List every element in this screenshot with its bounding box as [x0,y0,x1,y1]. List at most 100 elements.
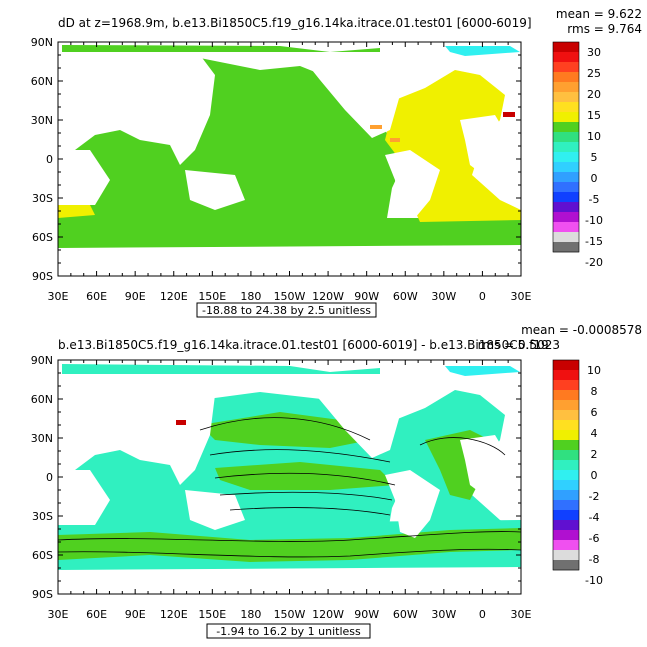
bottom-lon-label: 30E [511,608,532,621]
top-colorbar-label: 0 [591,172,598,185]
bottom-lon-labels: 30E 60E 90E 120E 150E 180 150W 120W 90W … [48,608,532,621]
bottom-colorbar-swatch [553,440,579,451]
top-contour-info-box [196,302,377,318]
top-panel: dD at z=1968.9m, b.e13.Bi1850C5.f19_g16.… [31,7,642,318]
bottom-colorbar-swatch [553,490,579,501]
top-colorbar-label: 10 [587,130,601,143]
bottom-land-asia [58,378,215,485]
bottom-colorbar-label: -4 [589,511,600,524]
bottom-land-samerica [385,470,440,538]
top-colorbar-swatch [553,142,579,153]
bottom-map [57,364,522,570]
bottom-land-namerica [300,378,428,458]
bottom-colorbar-label: -2 [589,490,600,503]
bottom-colorbar-labels: 10 8 6 4 2 0 -2 -4 -6 -8 -10 [585,364,603,587]
bottom-colorbar-label: 0 [591,469,598,482]
bottom-lon-label: 120E [160,608,188,621]
bottom-lat-label: 60S [32,549,53,562]
bottom-land-australia [185,490,245,530]
top-lat-label: 0 [46,153,53,166]
top-lon-label: 30W [431,290,456,303]
top-southern-green [58,212,521,248]
bottom-colorbar-swatch [553,420,579,431]
bottom-colorbar-swatch [553,460,579,471]
bottom-title: b.e13.Bi1850C5.f19_g16.14ka.itrace.01.te… [58,338,549,352]
bottom-colorbar-swatch [553,530,579,541]
bottom-lat-label: 30S [32,510,53,523]
top-colorbar-swatch [553,62,579,73]
top-lon-label: 150E [198,290,226,303]
top-colorbar-swatch [553,162,579,173]
bottom-pacific-green-north [200,412,370,448]
bottom-land-africa [58,470,110,525]
top-colorbar-swatch [553,132,579,143]
top-colorbar-swatch [553,112,579,123]
top-land-namerica [300,55,428,138]
bottom-lat-label: 60N [31,393,53,406]
bottom-colorbar-swatch [553,390,579,401]
top-lat-label: 60N [31,75,53,88]
top-title: dD at z=1968.9m, b.e13.Bi1850C5.f19_g16.… [58,16,532,30]
bottom-colorbar-swatch [553,380,579,391]
bottom-colorbar-swatch [553,450,579,461]
bottom-lat-label: 0 [46,471,53,484]
bottom-pacific-green-eq [215,462,395,490]
bottom-lat-labels: 90N 60N 30N 0 30S 60S 90S [31,354,53,601]
top-colorbar-swatch [553,102,579,113]
top-lat-label: 90N [31,36,53,49]
bottom-mean-label: mean = -0.0008578 [521,323,642,337]
top-colorbar-label: -20 [585,256,603,269]
top-lon-labels: 30E 60E 90E 120E 150E 180 150W 120W 90W … [48,290,532,303]
bottom-contour-info: -1.94 to 16.2 by 1 unitless [216,625,361,638]
top-colorbar-swatch [553,242,579,253]
bottom-lat-label: 90N [31,354,53,367]
bottom-rms-label: rms = 0.5023 [478,338,560,352]
bottom-contour-info-box [206,623,371,639]
bottom-colorbar-swatch [553,360,579,371]
top-lon-label: 60E [86,290,107,303]
bottom-colorbar-swatch [553,410,579,421]
top-lat-label: 30N [31,114,53,127]
top-spot-orange2 [390,138,400,142]
top-colorbar-swatch [553,232,579,243]
bottom-colorbar [552,359,580,571]
bottom-contour-line [219,491,393,501]
top-colorbar-label: 25 [587,67,601,80]
bottom-colorbar-swatch [553,520,579,531]
top-colorbar-label: -10 [585,214,603,227]
bottom-colorbar-label: -8 [589,553,600,566]
bottom-colorbar-frame [552,359,580,571]
bottom-lon-label: 120W [312,608,344,621]
bottom-spot-red [176,420,186,425]
top-spot-red [503,112,515,117]
top-lon-label: 30E [48,290,69,303]
top-lon-label: 90W [354,290,379,303]
top-spot-orange [370,125,382,129]
top-colorbar-swatch [553,82,579,93]
bottom-lon-label: 30E [48,608,69,621]
top-land-australia [185,170,245,210]
bottom-colorbar-swatch [553,430,579,441]
bottom-colorbar-label: -10 [585,574,603,587]
top-lat-label: 60S [32,231,53,244]
top-colorbar-label: -15 [585,235,603,248]
bottom-colorbar-label: 2 [591,448,598,461]
top-colorbar-labels: 30 25 20 15 10 5 0 -5 -10 -15 -20 [585,46,603,269]
top-colorbar-swatch [553,122,579,133]
top-land-africa [58,150,110,205]
top-colorbar-label: 30 [587,46,601,59]
bottom-arctic-cyan [445,366,520,376]
top-lon-label: 30E [511,290,532,303]
top-colorbar-swatch [553,192,579,203]
bottom-lon-label: 90W [354,608,379,621]
top-colorbar-label: 15 [587,109,601,122]
top-lon-label: 150W [274,290,306,303]
top-colorbar [552,41,580,253]
top-contour-info: -18.88 to 24.38 by 2.5 unitless [202,304,371,317]
bottom-contour-line [419,437,506,456]
top-colorbar-swatch [553,72,579,83]
top-lat-labels: 90N 60N 30N 0 30S 60S 90S [31,36,53,283]
top-land-asia [58,55,215,165]
top-colorbar-label: 20 [587,88,601,101]
